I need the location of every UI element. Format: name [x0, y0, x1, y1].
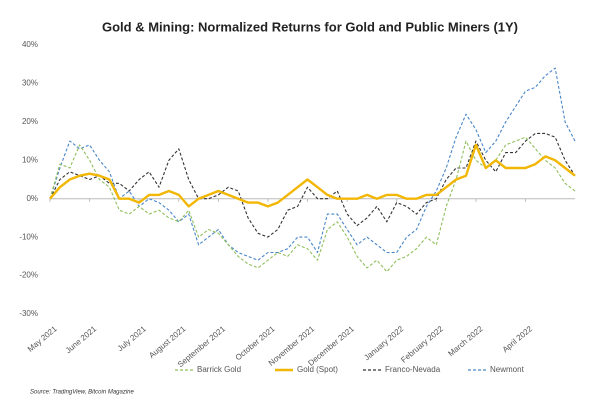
series-line: [49, 67, 576, 261]
y-tick-label: 40%: [22, 40, 38, 49]
legend-label: Gold (Spot): [297, 365, 338, 374]
y-tick-label: 20%: [22, 117, 38, 126]
legend-label: Newmont: [490, 365, 525, 374]
source-note: Source: TradingView, Bitcoin Magazine: [30, 390, 134, 396]
legend-label: Franco-Nevada: [385, 365, 441, 374]
series-line: [49, 143, 576, 208]
series-line: [49, 136, 576, 273]
series-line: [49, 132, 576, 238]
y-tick-label: 0%: [26, 194, 38, 203]
y-tick-label: 30%: [22, 79, 38, 88]
y-tick-label: -10%: [19, 232, 38, 241]
legend-label: Barrick Gold: [197, 365, 241, 374]
y-tick-label: 10%: [22, 155, 38, 164]
y-tick-label: -30%: [19, 309, 38, 318]
y-tick-label: -20%: [19, 271, 38, 280]
chart-title: Gold & Mining: Normalized Returns for Go…: [102, 19, 518, 34]
